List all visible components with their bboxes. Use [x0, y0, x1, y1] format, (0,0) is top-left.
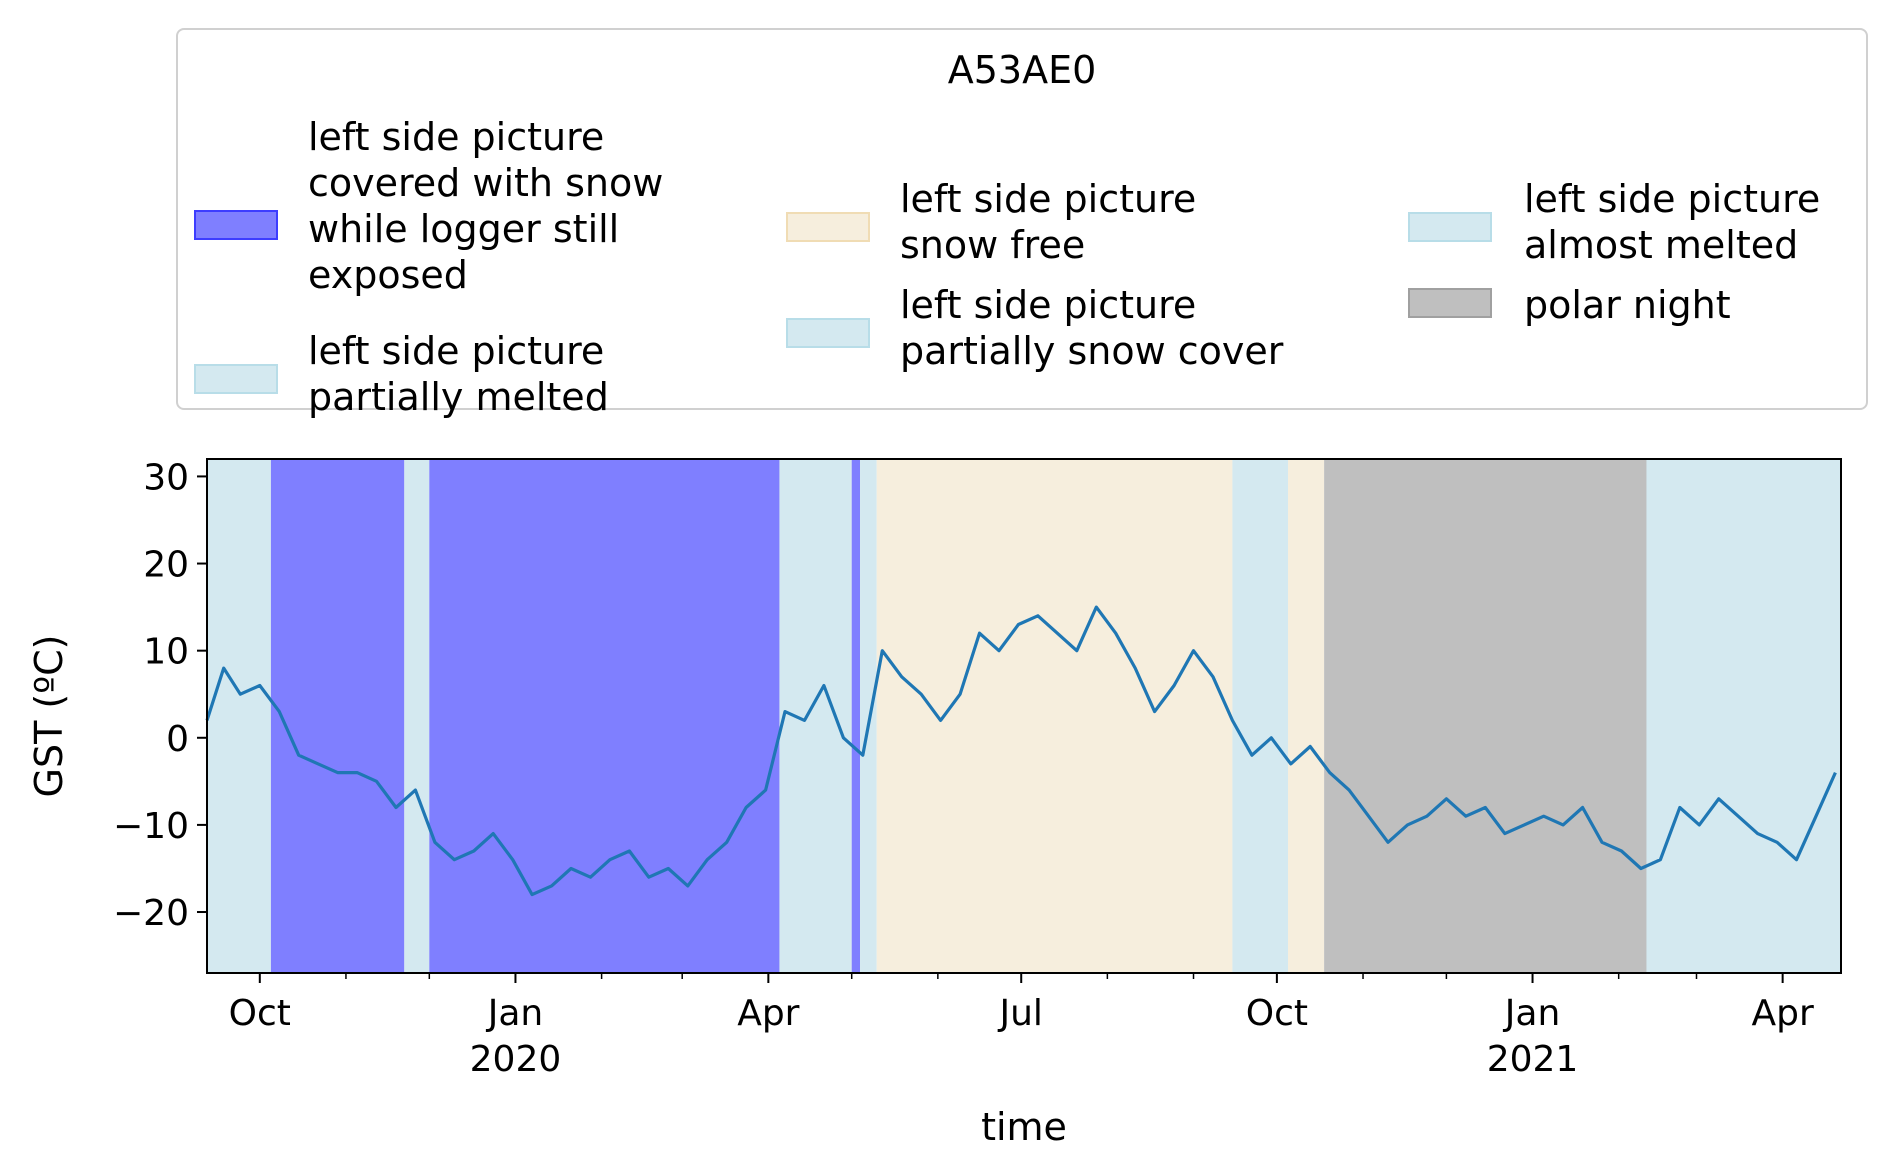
span-8 [1232, 459, 1288, 973]
x-tick-label: Apr [737, 993, 799, 1034]
plot-frame [206, 458, 1842, 974]
legend-label-snow-covered: left side picture covered with snow whil… [308, 115, 664, 297]
span-5 [851, 459, 861, 973]
legend-swatch-almost-melted [1408, 212, 1492, 242]
legend-swatch-partially-snow-cover [786, 318, 870, 348]
background-spans [207, 459, 1841, 973]
x-tick-year-label: 2020 [470, 1039, 562, 1080]
span-0 [207, 459, 271, 973]
chart-legend: A53AE0 left side picture covered with sn… [176, 28, 1868, 419]
span-1 [270, 459, 405, 973]
y-axis-label: GST (ºC) [27, 635, 71, 798]
x-tick-label: Jan [1503, 993, 1561, 1034]
y-tick-label: 0 [166, 719, 189, 760]
span-6 [860, 459, 877, 973]
legend-swatch-polar-night [1408, 288, 1492, 318]
x-tick-label: Jul [998, 993, 1043, 1034]
y-axis-ticks: 30 20 10 0 −10 −20 [113, 457, 207, 934]
legend-label-polar-night: polar night [1524, 283, 1731, 327]
span-3 [429, 459, 780, 973]
span-11 [1646, 459, 1841, 973]
y-tick-label: −20 [113, 893, 189, 934]
x-tick-label: Oct [1246, 993, 1308, 1034]
y-tick-label: 10 [143, 632, 189, 673]
span-10 [1324, 459, 1647, 973]
x-axis-label: time [981, 1105, 1067, 1149]
span-9 [1287, 459, 1325, 973]
span-4 [779, 459, 852, 973]
legend-swatch-snow-covered [194, 210, 278, 240]
x-tick-label: Apr [1752, 993, 1814, 1034]
x-axis-ticks: Oct Jan 2020 Apr Jul Oct Jan 2021 Apr [229, 973, 1814, 1080]
legend-label-partially-melted: left side picture partially melted [308, 329, 609, 419]
legend-swatch-snow-free [786, 212, 870, 242]
span-7 [876, 459, 1233, 973]
x-tick-year-label: 2021 [1487, 1039, 1579, 1080]
x-tick-label: Oct [229, 993, 291, 1034]
legend-label-partially-snow-cover: left side picture partially snow cover [900, 283, 1284, 373]
y-tick-label: 30 [143, 457, 189, 498]
legend-swatch-partially-melted [194, 364, 278, 394]
legend-label-almost-melted: left side picture almost melted [1524, 177, 1821, 267]
y-tick-label: −10 [113, 806, 189, 847]
legend-label-snow-free: left side picture snow free [900, 177, 1197, 267]
span-2 [404, 459, 430, 973]
y-tick-label: 20 [143, 545, 189, 586]
gst-series-line [205, 605, 1837, 897]
x-tick-label: Jan [486, 993, 544, 1034]
legend-title: A53AE0 [947, 48, 1097, 92]
